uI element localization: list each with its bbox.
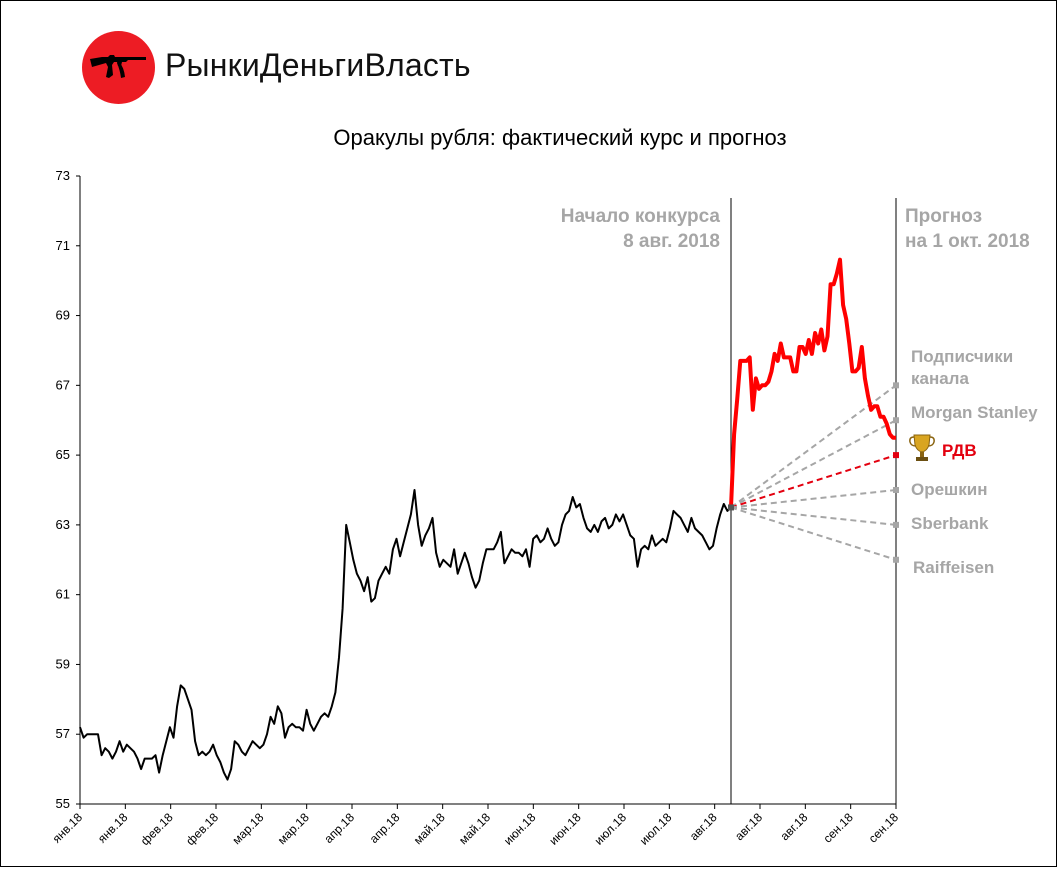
x-tick-label: июн.18 <box>501 810 539 848</box>
actual-rate-line <box>79 489 732 781</box>
annotation-forecast-date: на 1 окт. 2018 <box>905 231 1030 252</box>
x-tick-label: мар.18 <box>275 810 312 847</box>
trophy-handle-left <box>909 436 917 447</box>
x-tick-label: май.18 <box>456 810 493 847</box>
forecast-line <box>730 506 897 561</box>
forecast-line <box>730 419 897 509</box>
y-tick-label: 55 <box>56 796 70 811</box>
y-axis-ticks: 55 57 59 61 63 65 67 69 71 73 <box>56 168 80 811</box>
x-tick-label: май.18 <box>411 810 448 847</box>
trophy-icon <box>909 434 935 461</box>
y-tick-label: 71 <box>56 238 70 253</box>
forecast-marker <box>893 487 899 493</box>
annotation-contest-start: 8 авг. 2018 <box>623 231 720 252</box>
x-tick-label: фев.18 <box>183 810 221 848</box>
y-tick-label: 67 <box>56 377 70 392</box>
forecast-label: Орешкин <box>911 480 987 499</box>
forecast-line <box>730 506 897 526</box>
trophy-stem <box>920 452 924 457</box>
forecast-marker <box>893 452 899 459</box>
forecast-marker <box>893 521 899 528</box>
y-tick-label: 73 <box>56 168 70 183</box>
forecast-label: канала <box>911 369 969 388</box>
annotation-forecast-date: Прогноз <box>905 206 982 227</box>
x-tick-label: июл.18 <box>637 810 675 848</box>
chart-title: Оракулы рубля: фактический курс и прогно… <box>333 125 787 150</box>
series-layer <box>79 257 896 781</box>
x-tick-label: апр.18 <box>321 810 357 846</box>
x-tick-label: июн.18 <box>546 810 584 848</box>
y-tick-label: 65 <box>56 447 70 462</box>
annotations: Начало конкурса 8 авг. 2018 Прогноз на 1 ок… <box>561 206 1030 252</box>
forecast-label: РДВ <box>942 441 977 460</box>
axes <box>79 176 897 805</box>
forecast-label: Morgan Stanley <box>911 403 1038 422</box>
x-tick-label: июл.18 <box>592 810 630 848</box>
trophy-base <box>916 457 928 461</box>
forecast-marker <box>893 417 899 424</box>
x-tick-label: сен.18 <box>820 810 856 846</box>
x-tick-label: фев.18 <box>138 810 176 848</box>
y-tick-label: 57 <box>56 726 70 741</box>
forecast-marker <box>893 382 899 389</box>
brand-name: РынкиДеньгиВласть <box>165 47 471 83</box>
forecast-line <box>730 489 897 509</box>
post-contest-rate-line <box>729 257 896 508</box>
x-tick-label: авг.18 <box>732 810 765 843</box>
forecast-line <box>730 454 897 509</box>
rifle-icon <box>90 55 146 78</box>
forecast-labels: Подписчики канала Morgan Stanley РДВ Орешкин… <box>909 347 1038 577</box>
x-tick-label: авг.18 <box>687 810 720 843</box>
x-axis-ticks: янв.18 янв.18 фев.18 фев.18 мар.18 мар.18 апр.… <box>50 804 902 848</box>
x-tick-label: авг.18 <box>777 810 810 843</box>
forecast-marker <box>893 556 899 563</box>
x-tick-label: янв.18 <box>50 810 86 846</box>
trophy-cup <box>913 434 931 453</box>
x-tick-label: апр.18 <box>367 810 403 846</box>
annotation-contest-start: Начало конкурса <box>561 206 721 227</box>
x-tick-label: мар.18 <box>229 810 266 847</box>
forecast-origin-marker <box>728 504 734 511</box>
y-tick-label: 69 <box>56 308 70 323</box>
x-tick-label: янв.18 <box>95 810 131 846</box>
logo <box>82 31 155 104</box>
forecast-label: Подписчики <box>911 347 1013 366</box>
y-tick-label: 63 <box>56 517 70 532</box>
y-tick-label: 61 <box>56 587 70 602</box>
x-tick-label: сен.18 <box>866 810 902 846</box>
forecast-label: Sberbank <box>911 514 989 533</box>
trophy-handle-right <box>927 436 935 447</box>
forecast-label: Raiffeisen <box>913 558 994 577</box>
y-tick-label: 59 <box>56 656 70 671</box>
